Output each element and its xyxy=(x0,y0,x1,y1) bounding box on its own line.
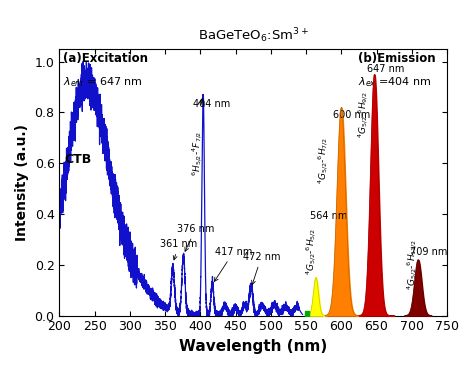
Text: 376 nm: 376 nm xyxy=(177,224,214,251)
Text: 709 nm: 709 nm xyxy=(410,246,447,257)
Text: 564 nm: 564 nm xyxy=(310,211,347,221)
Text: $\lambda_{em}$ = 647 nm: $\lambda_{em}$ = 647 nm xyxy=(64,76,143,90)
Text: $^4G_{5/2}$-$^6H_{11/2}$: $^4G_{5/2}$-$^6H_{11/2}$ xyxy=(406,239,420,290)
Text: $^4G_{5/2}$-$^6H_{7/2}$: $^4G_{5/2}$-$^6H_{7/2}$ xyxy=(317,137,331,183)
X-axis label: Wavelength (nm): Wavelength (nm) xyxy=(179,339,328,354)
Text: CTB: CTB xyxy=(64,153,91,166)
Text: 361 nm: 361 nm xyxy=(160,239,198,260)
Text: $\lambda_{ex}$ =404 nm: $\lambda_{ex}$ =404 nm xyxy=(358,76,431,90)
Text: 417 nm: 417 nm xyxy=(214,246,253,282)
Text: (a)Excitation: (a)Excitation xyxy=(64,52,148,65)
Text: $^6H_{5/2}$-$^4F_{7/2}$: $^6H_{5/2}$-$^4F_{7/2}$ xyxy=(191,131,205,176)
Text: 600 nm: 600 nm xyxy=(333,110,370,120)
Text: $^4G_{5/2}$-$^6H_{5/2}$: $^4G_{5/2}$-$^6H_{5/2}$ xyxy=(305,228,319,275)
Text: BaGeTeO$_6$:Sm$^{3+}$: BaGeTeO$_6$:Sm$^{3+}$ xyxy=(198,26,309,45)
Text: 647 nm: 647 nm xyxy=(367,64,404,74)
Text: 404 nm: 404 nm xyxy=(193,99,230,110)
Y-axis label: Intensity (a.u.): Intensity (a.u.) xyxy=(15,124,29,241)
Text: $^4G_{5/2}$-$^6H_{9/2}$: $^4G_{5/2}$-$^6H_{9/2}$ xyxy=(357,91,371,138)
Text: (b)Emission: (b)Emission xyxy=(358,52,436,65)
Text: 472 nm: 472 nm xyxy=(243,252,280,284)
